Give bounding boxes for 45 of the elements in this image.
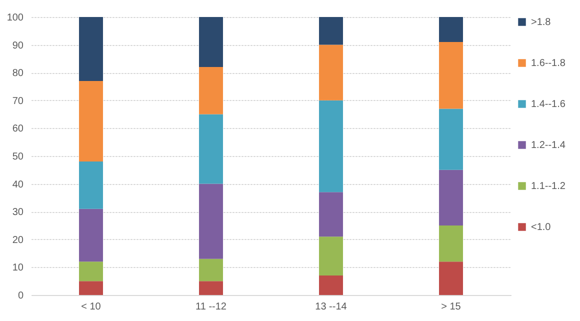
bar — [199, 184, 223, 259]
legend-label: 1.4--1.6 — [531, 99, 566, 110]
bar — [439, 170, 463, 226]
bar — [199, 67, 223, 114]
x-tick-label: 13 --14 — [315, 302, 348, 312]
bar — [439, 17, 463, 42]
legend-label: 1.1--1.2 — [531, 181, 566, 192]
y-tick-label: 20 — [12, 234, 24, 246]
y-tick-label: 90 — [12, 40, 24, 52]
legend-label: 1.6--1.8 — [531, 58, 566, 69]
y-tick-label: 100 — [6, 12, 24, 24]
bar — [319, 236, 343, 276]
legend-label: <1.0 — [531, 222, 552, 233]
y-tick-label: 80 — [12, 68, 24, 80]
y-tick-label: 70 — [12, 96, 24, 107]
bar — [319, 44, 343, 100]
x-tick-label: 11 --12 — [196, 302, 227, 312]
bar — [319, 276, 343, 295]
bar — [79, 17, 103, 81]
bar — [79, 208, 103, 262]
bar — [439, 42, 463, 109]
bar — [439, 108, 463, 170]
bar — [199, 114, 223, 184]
y-tick-label: 0 — [18, 290, 24, 302]
y-tick-label: 10 — [12, 262, 24, 274]
bar — [199, 17, 223, 68]
bar — [79, 80, 103, 162]
bar — [79, 281, 103, 295]
bar — [439, 262, 463, 295]
bar — [319, 17, 343, 45]
bar — [79, 162, 103, 209]
bar — [319, 192, 343, 237]
x-tick-label: < 10 — [81, 302, 102, 312]
y-tick-label: 30 — [12, 207, 24, 218]
bar — [199, 258, 223, 282]
legend-label: >1.8 — [531, 17, 552, 28]
y-tick-label: 50 — [12, 152, 24, 162]
x-tick-label: > 15 — [441, 302, 462, 312]
legend-label: 1.2--1.4 — [531, 140, 566, 151]
bar — [199, 281, 223, 295]
bar — [79, 262, 103, 282]
bar — [439, 226, 463, 262]
y-tick-label: 40 — [12, 179, 24, 190]
bar — [319, 100, 343, 192]
y-tick-label: 60 — [12, 124, 24, 135]
